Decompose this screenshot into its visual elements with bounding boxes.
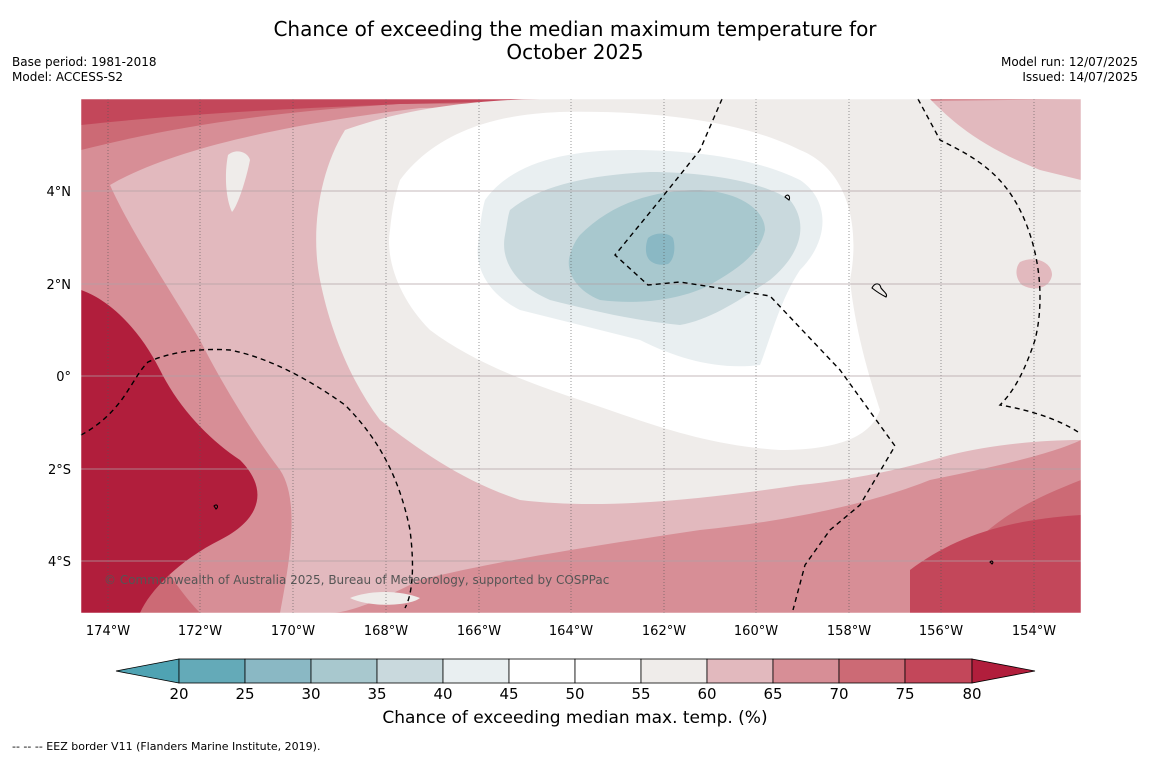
- colorbar-tick-55: 55: [631, 685, 650, 703]
- lon-label-164w: 164°W: [549, 624, 593, 639]
- colorbar-tick-35: 35: [367, 685, 386, 703]
- title-line-1: Chance of exceeding the median maximum t…: [273, 17, 877, 41]
- colorbar-65-70: [772, 658, 840, 684]
- colorbar: [115, 658, 1036, 684]
- lon-label-170w: 170°W: [271, 624, 315, 639]
- colorbar-low-extension: [115, 658, 180, 684]
- colorbar-30-35: [310, 658, 378, 684]
- patch-55-north: [225, 151, 250, 212]
- eez-footnote: -- -- -- EEZ border V11 (Flanders Marine…: [12, 740, 321, 753]
- patch-50-south: [350, 592, 420, 605]
- islands: [213, 194, 994, 565]
- lon-label-166w: 166°W: [457, 624, 501, 639]
- map-frame: [80, 98, 1082, 614]
- colorbar-60-65: [706, 658, 774, 684]
- colorbar-45-50: [508, 658, 576, 684]
- colorbar-tick-40: 40: [433, 685, 452, 703]
- lon-label-168w: 168°W: [364, 624, 408, 639]
- colorbar-50-55: [574, 658, 642, 684]
- lon-label-162w: 162°W: [642, 624, 686, 639]
- latitude-lines: [81, 190, 1081, 562]
- colorbar-75-80: [904, 658, 973, 684]
- page-title: Chance of exceeding the median maximum t…: [0, 18, 1150, 64]
- colorbar-tick-20: 20: [169, 685, 188, 703]
- colorbar-55-60: [640, 658, 708, 684]
- colorbar-20-25: [178, 658, 246, 684]
- lon-label-156w: 156°W: [919, 624, 963, 639]
- colorbar-tick-50: 50: [565, 685, 584, 703]
- colorbar-25-30: [244, 658, 312, 684]
- copyright-text: © Commonwealth of Australia 2025, Bureau…: [104, 573, 609, 587]
- colorbar-high-extension: [971, 658, 1036, 684]
- lon-label-158w: 158°W: [827, 624, 871, 639]
- colorbar-tick-65: 65: [763, 685, 782, 703]
- colorbar-tick-70: 70: [829, 685, 848, 703]
- lat-label-4n: 4°N: [47, 185, 72, 200]
- colorbar-40-45: [442, 658, 510, 684]
- lat-label-2s: 2°S: [48, 463, 71, 478]
- run-info: Model run: 12/07/2025 Issued: 14/07/2025: [1001, 55, 1138, 85]
- model-info: Base period: 1981-2018 Model: ACCESS-S2: [12, 55, 157, 85]
- colorbar-tick-60: 60: [697, 685, 716, 703]
- eez-borders: [80, 98, 1079, 611]
- colorbar-35-40: [376, 658, 444, 684]
- colorbar-label: Chance of exceeding median max. temp. (%…: [382, 708, 768, 728]
- colorbar-70-75: [838, 658, 906, 684]
- title-line-2: October 2025: [506, 40, 644, 64]
- colorbar-tick-45: 45: [499, 685, 518, 703]
- band-80-west: [81, 290, 258, 613]
- lat-label-2n: 2°N: [47, 278, 72, 293]
- lat-label-4s: 4°S: [48, 555, 71, 570]
- lon-label-172w: 172°W: [178, 624, 222, 639]
- model-name: Model: ACCESS-S2: [12, 70, 124, 84]
- map-plot-area: [81, 99, 1081, 613]
- lat-label-0: 0°: [56, 370, 71, 385]
- band-25: [645, 233, 675, 265]
- base-period: Base period: 1981-2018: [12, 55, 157, 69]
- colorbar-tick-80: 80: [962, 685, 981, 703]
- model-run-date: Model run: 12/07/2025: [1000, 55, 1138, 69]
- lon-label-174w: 174°W: [86, 624, 130, 639]
- band-75-southeast: [910, 515, 1081, 613]
- issued-date: Issued: 14/07/2025: [1022, 70, 1138, 84]
- colorbar-tick-30: 30: [301, 685, 320, 703]
- colorbar-tick-25: 25: [235, 685, 254, 703]
- lon-label-160w: 160°W: [734, 624, 778, 639]
- lon-label-154w: 154°W: [1012, 624, 1056, 639]
- colorbar-tick-75: 75: [895, 685, 914, 703]
